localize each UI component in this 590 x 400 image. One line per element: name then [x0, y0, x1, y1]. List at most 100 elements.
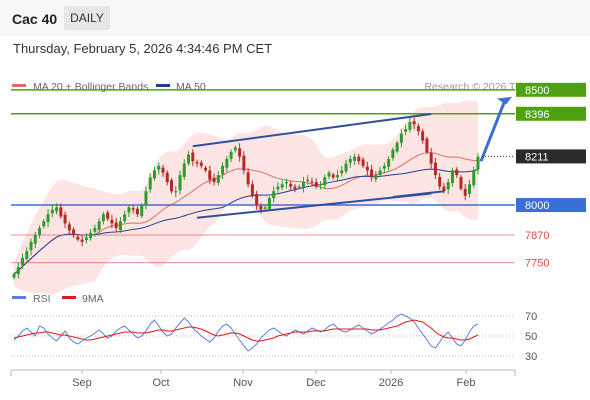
candle-body [127, 207, 131, 213]
x-tick-label-Sep: Sep [72, 377, 92, 389]
rsi-ma-legend-label: 9MA [82, 293, 104, 305]
candle-body [378, 170, 382, 176]
candle-body [433, 162, 437, 176]
rsi-line [13, 313, 479, 352]
candle-body [344, 163, 348, 172]
candle-body [310, 181, 314, 183]
candle-body [323, 177, 327, 186]
bb-legend-swatch [12, 84, 26, 87]
short-channel-line [392, 190, 445, 198]
candle-body [399, 133, 403, 143]
candle-body [357, 156, 361, 162]
candle-body [12, 274, 16, 278]
candle-body [314, 182, 318, 187]
candle-body [438, 176, 442, 187]
candle-body [118, 221, 122, 230]
candle-body [38, 228, 42, 235]
candle-body [280, 184, 284, 188]
x-tick-label-2026: 2026 [379, 377, 403, 389]
candle-body [33, 235, 37, 244]
candle-body [152, 170, 156, 179]
candle-body [408, 122, 412, 130]
candle-body [382, 165, 386, 169]
candle-body [182, 163, 186, 177]
candle-body [50, 209, 54, 214]
candle-body [421, 131, 425, 141]
candle-body [123, 214, 127, 222]
period-selector[interactable]: DAILY [64, 6, 110, 30]
candle-body [391, 149, 395, 159]
candle-body [29, 241, 33, 251]
candle-body [174, 191, 178, 193]
level-box-8500 [516, 82, 586, 97]
x-tick-label-Feb: Feb [457, 377, 476, 389]
candle-body [331, 174, 335, 178]
level-label-8500: 8500 [525, 85, 549, 97]
candle-body [455, 169, 459, 176]
candle-body [340, 170, 344, 174]
level-box-8396 [516, 106, 586, 121]
chart-header: Cac 40 DAILY [0, 0, 590, 36]
candle-body [301, 182, 305, 188]
candle-body [191, 152, 195, 162]
candle-body [80, 239, 84, 242]
candle-body [267, 198, 271, 210]
candle-body [93, 228, 97, 232]
candle-body [467, 184, 471, 194]
candle-body [212, 177, 216, 182]
candle-body [412, 121, 416, 125]
candle-body [404, 129, 408, 132]
candle-body [250, 184, 254, 196]
candle-body [221, 165, 225, 175]
rsi-level-label-30: 30 [525, 351, 537, 363]
candle-body [259, 205, 263, 210]
candle-body [42, 221, 46, 227]
candle-body [272, 191, 276, 199]
candle-body [416, 126, 420, 132]
rsi-ma-line [13, 319, 479, 342]
rsi-ma-legend-swatch [62, 296, 76, 299]
candle-body [170, 180, 174, 192]
candle-body [16, 267, 20, 275]
candle-body [450, 170, 454, 183]
candle-body [276, 186, 280, 190]
candle-body [195, 162, 199, 164]
candle-body [216, 175, 220, 183]
candle-body [199, 162, 203, 166]
candle-body [229, 152, 233, 159]
candle-body [101, 214, 105, 222]
bb-legend-label: MA 20 + Bollinger Bands [33, 81, 148, 93]
candle-body [140, 205, 144, 217]
candle-body [370, 169, 374, 178]
candle-body [131, 208, 135, 210]
candle-body [395, 142, 399, 152]
candle-body [442, 186, 446, 192]
candle-body [72, 229, 76, 235]
candle-body [144, 191, 148, 206]
x-tick-label-Dec: Dec [306, 377, 326, 389]
candle-body [187, 154, 191, 164]
candle-body [425, 138, 429, 153]
candle-body [135, 208, 139, 215]
candle-body [157, 165, 161, 170]
candle-body [361, 159, 365, 166]
candle-body [161, 167, 165, 173]
candle-body [106, 212, 110, 219]
rsi-legend-label: RSI [33, 293, 51, 305]
candle-body [374, 175, 378, 180]
current-price-box [516, 149, 586, 164]
level-label-7750: 7750 [525, 258, 549, 270]
candle-body [289, 183, 293, 187]
forecast-arrow-head [497, 96, 512, 105]
candle-body [21, 258, 25, 266]
x-tick-label-Oct: Oct [152, 377, 169, 389]
candle-body [348, 158, 352, 163]
candle-body [238, 148, 242, 157]
candle-body [293, 186, 297, 189]
candle-body [233, 147, 237, 151]
forecast-arrow [479, 99, 507, 162]
timestamp: Thursday, February 5, 2026 4:34:46 PM CE… [13, 41, 273, 56]
candle-body [327, 172, 331, 177]
candle-body [463, 188, 467, 196]
